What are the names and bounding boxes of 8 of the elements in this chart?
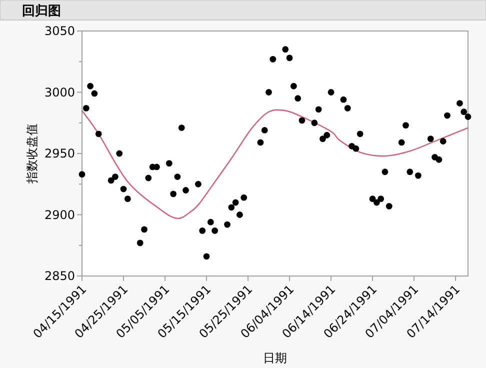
y-axis-title: 指数收盘值 <box>25 124 39 184</box>
y-tick-label: 2950 <box>44 146 75 160</box>
y-tick-label: 2900 <box>44 208 75 222</box>
y-tick-label: 2850 <box>44 269 75 283</box>
x-axis-title: 日期 <box>263 351 287 365</box>
y-tick-label: 3000 <box>44 85 75 100</box>
chart-title: 回归图 <box>22 4 61 19</box>
y-tick-label: 3050 <box>44 24 75 38</box>
